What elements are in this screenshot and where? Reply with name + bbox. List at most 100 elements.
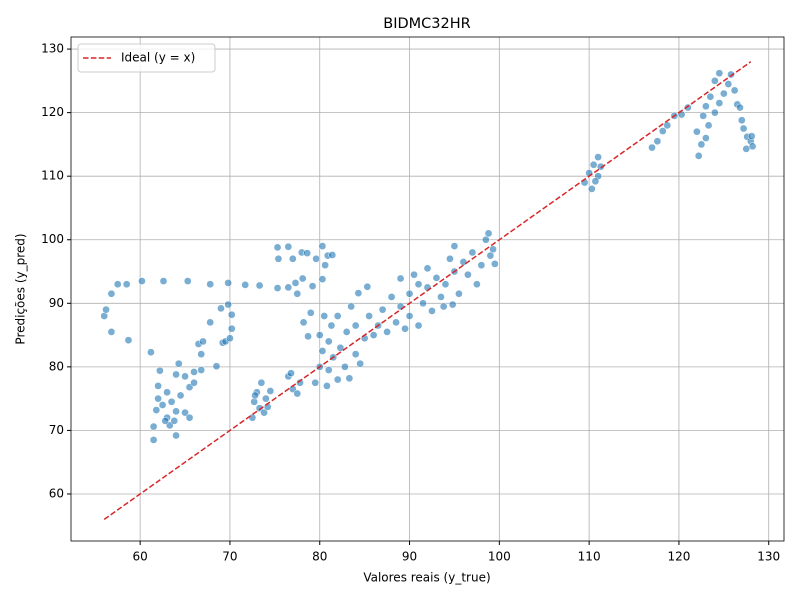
point — [250, 397, 259, 406]
point — [446, 254, 454, 263]
point — [405, 312, 414, 320]
point — [315, 331, 324, 339]
point — [181, 408, 189, 417]
point — [306, 308, 315, 317]
point — [484, 229, 493, 238]
ideal-line — [103, 61, 752, 521]
point — [303, 249, 312, 257]
point — [347, 302, 356, 311]
point — [730, 86, 739, 95]
point — [299, 318, 308, 327]
point — [437, 293, 445, 301]
y-tick-label: 60 — [49, 486, 64, 500]
point — [410, 270, 418, 279]
point — [737, 116, 746, 125]
point — [174, 359, 183, 368]
point — [354, 289, 363, 297]
legend-box — [77, 43, 216, 73]
point — [587, 185, 596, 193]
point — [323, 382, 331, 390]
point — [167, 397, 176, 406]
point — [428, 307, 436, 315]
point — [706, 92, 715, 101]
point — [697, 140, 706, 149]
point — [383, 328, 391, 336]
point — [450, 242, 459, 250]
x-tick-label: 60 — [133, 550, 148, 564]
point — [154, 382, 162, 390]
point — [312, 254, 320, 263]
point — [227, 310, 236, 319]
point — [318, 242, 327, 250]
point — [328, 251, 337, 259]
point — [455, 289, 463, 298]
point — [396, 274, 405, 283]
point — [387, 293, 396, 301]
point — [226, 334, 234, 343]
point — [284, 242, 293, 251]
point — [138, 277, 146, 285]
point — [293, 289, 302, 298]
point — [459, 258, 468, 266]
x-tick-label: 110 — [578, 550, 601, 564]
point — [596, 162, 605, 171]
point — [648, 143, 656, 152]
point — [122, 280, 131, 289]
x-tick-label: 90 — [402, 550, 417, 564]
point — [702, 134, 710, 142]
point — [161, 417, 170, 425]
point — [439, 302, 448, 311]
point — [482, 235, 490, 244]
point — [333, 375, 342, 384]
point — [401, 324, 409, 333]
point — [185, 413, 194, 422]
point — [369, 331, 378, 339]
point — [324, 337, 333, 346]
point — [262, 394, 270, 403]
point — [441, 280, 450, 289]
point — [702, 102, 710, 111]
point — [414, 321, 423, 330]
point — [392, 318, 400, 327]
point — [477, 261, 486, 270]
point — [293, 389, 302, 398]
point — [224, 300, 232, 309]
point — [287, 369, 295, 378]
x-tick-label: 70 — [222, 550, 237, 564]
point — [206, 318, 215, 327]
legend-label: Ideal (y = x) — [121, 51, 195, 65]
point — [351, 350, 360, 358]
y-axis-label: Predições (y_pred) — [14, 233, 28, 344]
point — [365, 312, 373, 320]
point — [113, 280, 122, 289]
point — [296, 378, 304, 387]
point — [147, 348, 155, 357]
point — [149, 422, 158, 431]
point — [324, 366, 333, 374]
point — [748, 142, 757, 151]
point — [190, 378, 198, 387]
x-tick-label: 120 — [667, 550, 690, 564]
point — [333, 312, 342, 320]
point — [704, 121, 713, 130]
point — [241, 281, 250, 289]
point — [486, 251, 495, 260]
point — [217, 304, 225, 313]
point — [591, 177, 600, 186]
point — [724, 80, 733, 88]
point — [107, 289, 116, 298]
point — [257, 378, 266, 387]
point — [197, 350, 206, 358]
point — [206, 280, 215, 289]
point — [318, 347, 327, 355]
point — [284, 283, 293, 292]
point — [227, 324, 236, 333]
point — [199, 337, 207, 346]
point — [212, 362, 221, 371]
point — [414, 280, 423, 289]
point — [663, 121, 672, 130]
point — [107, 328, 116, 336]
point — [158, 401, 167, 409]
point — [154, 394, 162, 403]
point — [378, 305, 387, 314]
